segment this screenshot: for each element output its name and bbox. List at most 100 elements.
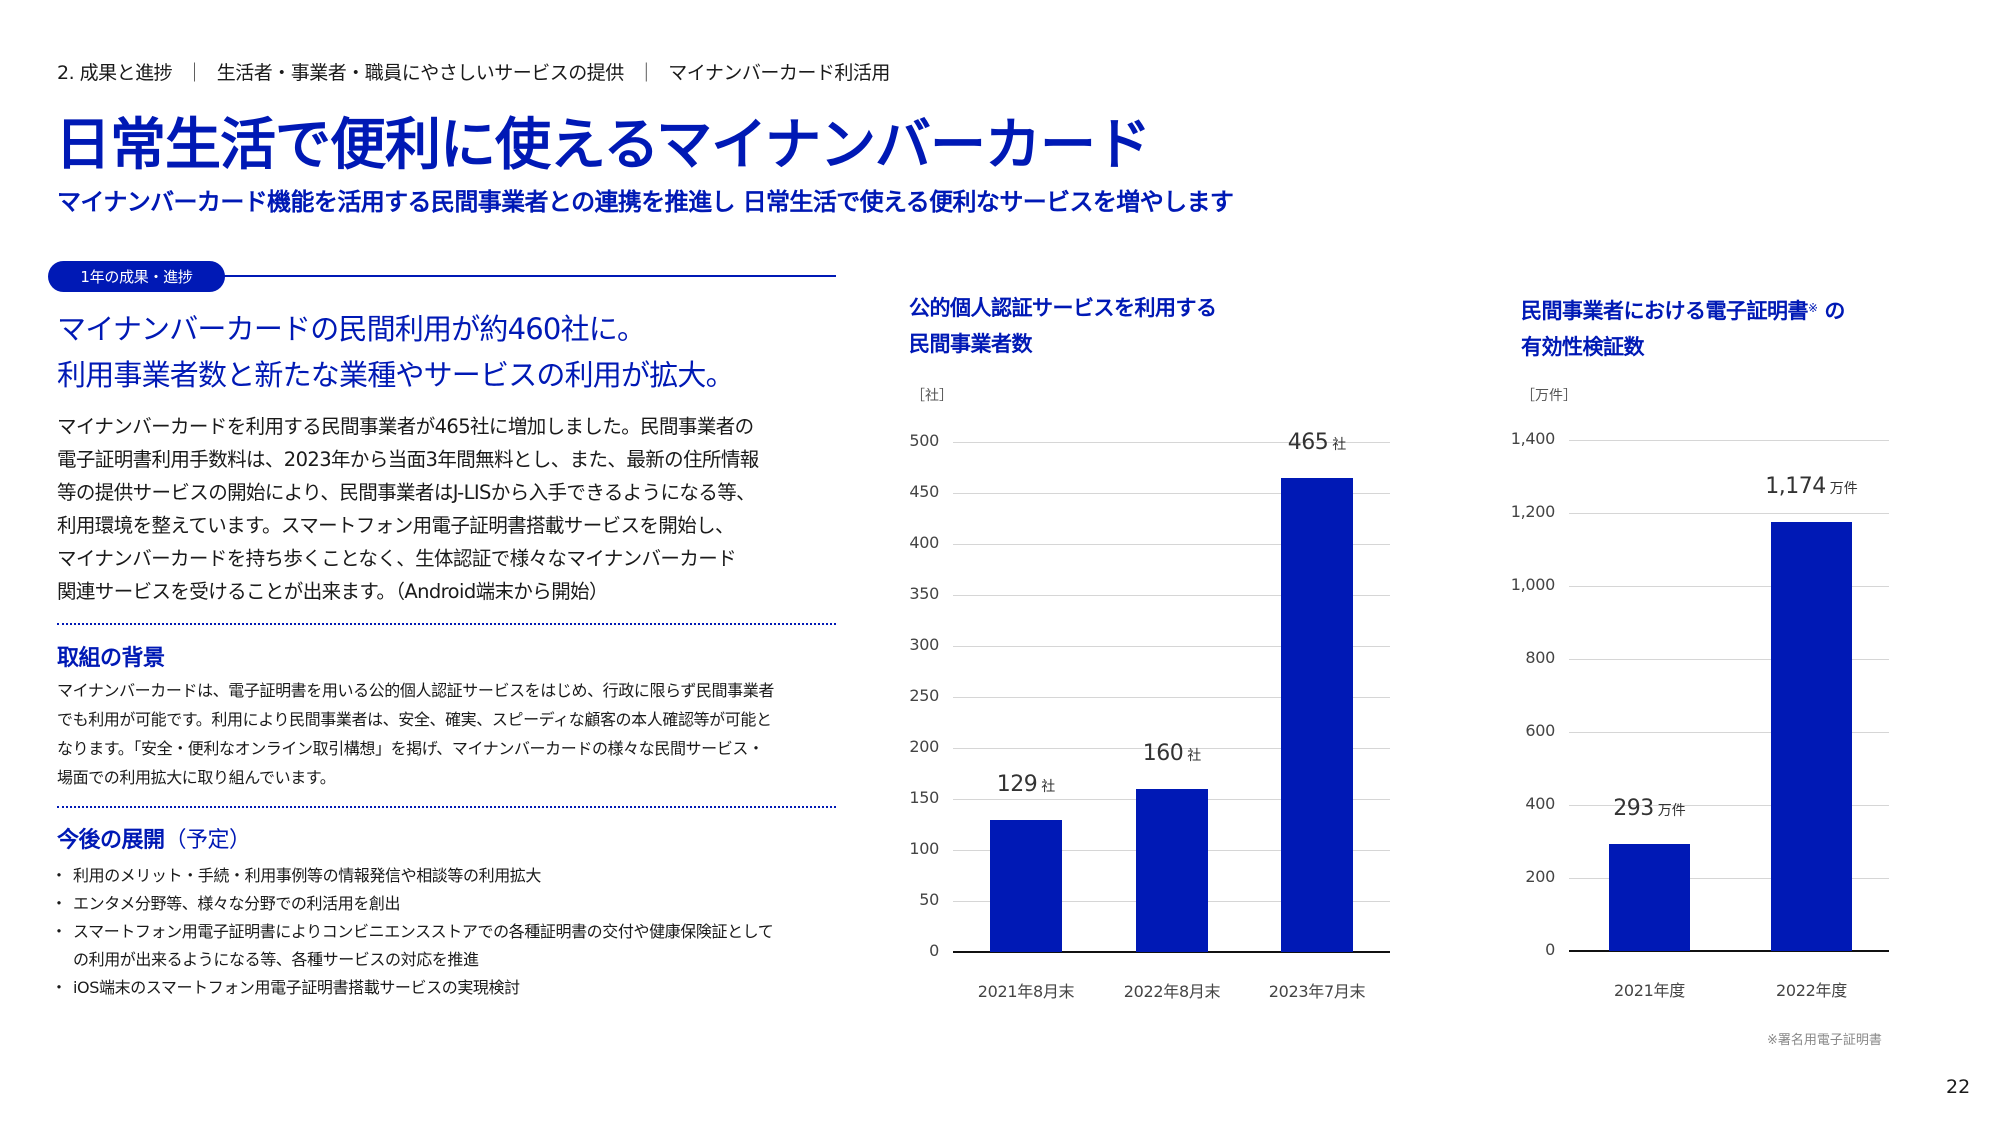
- y-tick-label: 450: [909, 482, 939, 501]
- body-line: 電子証明書利用手数料は、2023年から当面3年間無料とし、また、最新の住所情報: [57, 448, 759, 471]
- page-subtitle: マイナンバーカード機能を活用する民間事業者との連携を推進し 日常生活で使える便利…: [57, 188, 1234, 216]
- bar-value-unit: 社: [1187, 747, 1202, 764]
- chart-title-line: 公的個人認証サービスを利用する: [909, 296, 1217, 320]
- bar-value: 465: [1287, 429, 1329, 455]
- bullet-text: スマートフォン用電子証明書によりコンビニエンスストアでの各種証明書の交付や健康保…: [73, 922, 774, 941]
- x-tick-label: 2022年度: [1776, 981, 1847, 1000]
- gridline: [953, 850, 1390, 851]
- headline-line: 利用事業者数と新たな業種やサービスの利用が拡大。: [57, 358, 735, 392]
- gridline: [1569, 440, 1889, 441]
- y-tick-label: 0: [929, 941, 939, 960]
- gridline: [1569, 878, 1889, 879]
- breadcrumb-separator: ｜: [636, 62, 656, 84]
- body-line: 等の提供サービスの開始により、民間事業者はJ-LISから入手できるようになる等、: [57, 481, 756, 504]
- bar: [1771, 522, 1852, 951]
- body-line: 関連サービスを受けることが出来ます。（Android端末から開始）: [57, 580, 609, 603]
- y-tick-label: 1,000: [1510, 575, 1556, 594]
- gridline: [953, 595, 1390, 596]
- breadcrumb-separator: ｜: [185, 62, 204, 84]
- gridline: [953, 697, 1390, 698]
- bar-value-unit: 社: [1041, 779, 1056, 796]
- gridline: [953, 493, 1390, 494]
- future-heading: 今後の展開（予定）: [57, 822, 251, 854]
- bullet-text: の利用が出来るようになる等、各種サービスの対応を推進: [73, 950, 479, 969]
- dotted-divider: [57, 623, 836, 625]
- progress-headline: マイナンバーカードの民間利用が約460社に。 利用事業者数と新たな業種やサービス…: [57, 306, 735, 398]
- bar-value: 293: [1613, 796, 1654, 822]
- y-tick-label: 350: [909, 584, 939, 603]
- bar-value-label: 129 社: [936, 772, 1116, 797]
- future-heading-suffix: （予定）: [164, 828, 252, 853]
- body-line: マイナンバーカードは、電子証明書を用いる公的個人認証サービスをはじめ、行政に限ら…: [57, 681, 774, 700]
- footnote-mark: ※: [1808, 301, 1818, 315]
- bar-value: 160: [1142, 740, 1184, 766]
- body-line: でも利用が可能です。利用により民間事業者は、安全、確実、スピーディな顧客の本人確…: [57, 710, 772, 729]
- gridline: [953, 748, 1390, 749]
- y-tick-label: 400: [1525, 794, 1555, 813]
- bullet-text: エンタメ分野等、様々な分野での利活用を創出: [73, 894, 401, 913]
- chart-title-line: の: [1817, 299, 1845, 323]
- page-title: 日常生活で便利に使えるマイナンバーカード: [55, 113, 1151, 178]
- background-body: マイナンバーカードは、電子証明書を用いる公的個人認証サービスをはじめ、行政に限ら…: [57, 676, 847, 792]
- y-tick-label: 200: [909, 737, 939, 756]
- bar: [990, 820, 1062, 952]
- breadcrumb-item: マイナンバーカード利活用: [668, 62, 890, 84]
- gridline: [953, 646, 1390, 647]
- x-axis-line: [1569, 950, 1889, 952]
- bar-value-label: 293 万件: [1560, 796, 1740, 821]
- y-tick-label: 1,400: [1510, 429, 1556, 448]
- bar-value-label: 160 社: [1082, 741, 1262, 766]
- bullet-text: iOS端末のスマートフォン用電子証明書搭載サービスの実現検討: [73, 978, 520, 997]
- bar-value-unit: 万件: [1657, 803, 1686, 820]
- bar-value: 1,174: [1765, 474, 1826, 500]
- future-heading-text: 今後の展開: [57, 828, 165, 853]
- body-line: なります。「安全・便利なオンライン取引構想」を掲げ、マイナンバーカードの様々な民…: [57, 739, 764, 758]
- x-tick-label: 2023年7月末: [1268, 982, 1366, 1001]
- y-tick-label: 600: [1525, 721, 1555, 740]
- y-tick-label: 0: [1545, 940, 1555, 959]
- bullet-item: エンタメ分野等、様々な分野での利活用を創出: [51, 890, 857, 918]
- body-line: 場面での利用拡大に取り組んでいます。: [57, 768, 336, 787]
- bar: [1136, 788, 1208, 952]
- page-number: 22: [1946, 1076, 1971, 1098]
- y-tick-label: 500: [909, 431, 939, 450]
- bar-value-label: 465 社: [1227, 430, 1407, 455]
- x-axis-line: [953, 951, 1390, 953]
- chart1-title: 公的個人認証サービスを利用する 民間事業者数: [909, 290, 1217, 362]
- chart-title-line: 民間事業者数: [909, 332, 1032, 356]
- body-line: 利用環境を整えています。スマートフォン用電子証明書搭載サービスを開始し、: [57, 514, 735, 537]
- body-line: マイナンバーカードを利用する民間事業者が465社に増加しました。民間事業者の: [57, 415, 754, 438]
- y-tick-label: 200: [1525, 867, 1555, 886]
- body-line: マイナンバーカードを持ち歩くことなく、生体認証で様々なマイナンバーカード: [57, 547, 737, 570]
- gridline: [953, 799, 1390, 800]
- breadcrumb-item: 2. 成果と進捗: [57, 62, 173, 84]
- bar-value-label: 1,174 万件: [1722, 474, 1902, 499]
- chart1-unit-label: ［社］: [911, 388, 953, 404]
- gridline: [1569, 805, 1889, 806]
- chart2-unit-label: ［万件］: [1521, 388, 1577, 404]
- x-tick-label: 2021年8月末: [977, 982, 1075, 1001]
- y-tick-label: 1,200: [1510, 502, 1556, 521]
- x-tick-label: 2021年度: [1614, 981, 1685, 1000]
- gridline: [1569, 659, 1889, 660]
- bullet-text: 利用のメリット・手続・利用事例等の情報発信や相談等の利用拡大: [73, 866, 542, 885]
- y-tick-label: 250: [909, 686, 939, 705]
- progress-body: マイナンバーカードを利用する民間事業者が465社に増加しました。民間事業者の 電…: [57, 410, 847, 608]
- y-tick-label: 150: [909, 788, 939, 807]
- breadcrumb: 2. 成果と進捗 ｜ 生活者・事業者・職員にやさしいサービスの提供 ｜ マイナンバーカー…: [57, 58, 890, 85]
- background-heading: 取組の背景: [57, 646, 165, 671]
- gridline: [1569, 586, 1889, 587]
- section-rule: [222, 275, 836, 277]
- bar-value-unit: 万件: [1829, 481, 1858, 498]
- bullet-item: 利用のメリット・手続・利用事例等の情報発信や相談等の利用拡大: [51, 862, 857, 890]
- gridline: [1569, 732, 1889, 733]
- bar-value: 129: [996, 772, 1038, 798]
- y-tick-label: 50: [919, 890, 939, 909]
- chart-title-line: 民間事業者における電子証明書: [1521, 299, 1809, 323]
- headline-line: マイナンバーカードの民間利用が約460社に。: [57, 312, 646, 346]
- gridline: [953, 544, 1390, 545]
- y-tick-label: 400: [909, 533, 939, 552]
- breadcrumb-item: 生活者・事業者・職員にやさしいサービスの提供: [216, 62, 625, 84]
- chart2-footnote: ※署名用電子証明書: [1767, 1033, 1882, 1048]
- bar: [1281, 477, 1353, 952]
